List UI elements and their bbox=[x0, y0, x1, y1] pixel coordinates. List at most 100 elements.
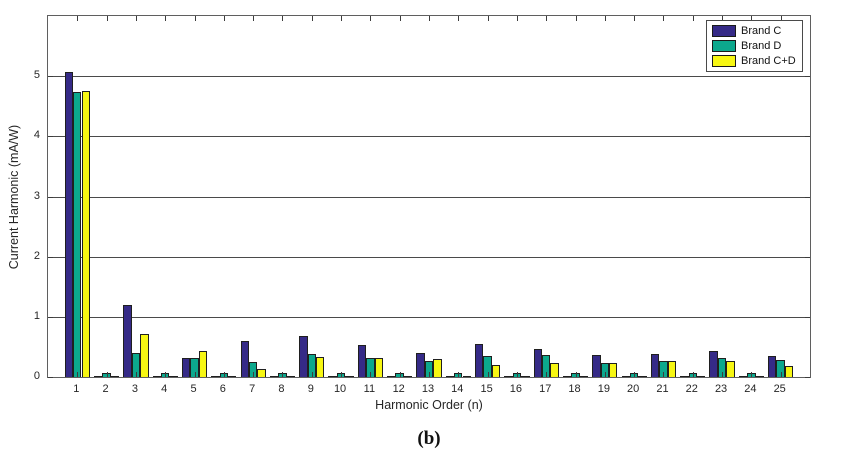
x-axis-tick bbox=[429, 16, 430, 21]
x-axis-tick bbox=[634, 16, 636, 21]
x-tick-label: 22 bbox=[685, 383, 698, 395]
y-tick-label: 2 bbox=[33, 249, 40, 262]
bar bbox=[307, 354, 316, 377]
y-axis-tick bbox=[805, 256, 810, 258]
x-axis-tick bbox=[604, 16, 606, 21]
bar bbox=[726, 360, 735, 377]
x-axis-tick bbox=[458, 16, 460, 21]
x-tick-label: 23 bbox=[714, 383, 728, 395]
x-tick-label: 9 bbox=[307, 383, 314, 395]
bar bbox=[181, 358, 191, 377]
x-axis-tick bbox=[663, 16, 665, 21]
x-axis-tick bbox=[253, 16, 255, 21]
bar bbox=[131, 352, 141, 377]
x-axis-tick bbox=[429, 372, 430, 377]
gridline bbox=[48, 256, 810, 258]
x-tick-label: 15 bbox=[480, 383, 493, 395]
y-axis-tick bbox=[805, 316, 810, 318]
y-axis-tick bbox=[805, 196, 810, 198]
x-tick-label: 7 bbox=[249, 383, 256, 395]
legend-label-brand-c: Brand C bbox=[741, 25, 782, 37]
bar bbox=[592, 355, 601, 377]
x-axis-tick bbox=[370, 16, 372, 21]
x-axis-tick bbox=[370, 372, 372, 377]
x-tick-label: 21 bbox=[656, 383, 669, 395]
y-tick-label: 5 bbox=[33, 69, 40, 82]
bar bbox=[659, 361, 668, 377]
bar bbox=[579, 375, 589, 377]
bar bbox=[550, 362, 559, 377]
x-axis-tick bbox=[546, 16, 548, 21]
x-tick-label: 18 bbox=[568, 383, 581, 395]
x-axis-tick bbox=[223, 372, 225, 377]
x-axis-tick bbox=[106, 372, 108, 377]
bar bbox=[717, 357, 727, 377]
y-tick-label: 3 bbox=[33, 189, 40, 202]
gridline bbox=[48, 196, 810, 198]
x-axis-tick bbox=[692, 16, 694, 21]
bar bbox=[64, 71, 74, 377]
x-tick-label: 1 bbox=[73, 383, 80, 395]
bar bbox=[562, 375, 572, 377]
bar bbox=[521, 375, 530, 377]
x-axis-tick bbox=[458, 372, 460, 377]
bar bbox=[433, 358, 442, 377]
x-tick-label: 24 bbox=[744, 383, 757, 395]
bar bbox=[403, 375, 413, 377]
bar bbox=[776, 359, 785, 377]
bar bbox=[424, 360, 434, 377]
x-tick-label: 12 bbox=[392, 383, 405, 395]
bar bbox=[638, 375, 647, 377]
gridline bbox=[48, 76, 810, 78]
x-tick-label: 3 bbox=[131, 383, 138, 395]
x-axis-tick bbox=[194, 372, 196, 377]
legend-item: Brand C+D bbox=[712, 55, 797, 67]
subfigure-caption: (b) bbox=[417, 428, 441, 449]
x-axis-tick bbox=[77, 372, 79, 377]
legend-label-brand-cd: Brand C+D bbox=[741, 55, 796, 67]
y-tick-label: 4 bbox=[33, 129, 40, 142]
bar bbox=[462, 375, 471, 377]
bar bbox=[609, 362, 618, 377]
x-axis-tick bbox=[253, 372, 255, 377]
y-axis-tick bbox=[48, 136, 53, 138]
y-axis-tick bbox=[48, 196, 53, 198]
bar bbox=[768, 355, 777, 377]
x-axis-tick bbox=[77, 16, 79, 21]
x-axis-tick bbox=[516, 372, 518, 377]
y-axis-tick bbox=[48, 377, 53, 378]
x-axis-tick bbox=[604, 372, 606, 377]
x-axis-tick bbox=[692, 372, 694, 377]
x-tick-label: 2 bbox=[102, 383, 109, 395]
bar bbox=[491, 364, 501, 377]
bar bbox=[512, 373, 522, 377]
x-axis-tick bbox=[223, 16, 225, 21]
x-axis-tick bbox=[516, 16, 518, 21]
x-tick-label: 10 bbox=[333, 383, 347, 395]
bar bbox=[445, 375, 455, 377]
x-axis-tick bbox=[399, 16, 401, 21]
legend-swatch-brand-d bbox=[712, 40, 736, 52]
gridline bbox=[48, 316, 810, 318]
bar bbox=[416, 352, 425, 377]
legend-label-brand-d: Brand D bbox=[741, 40, 782, 52]
bar bbox=[747, 372, 756, 377]
bar bbox=[257, 368, 266, 377]
bar bbox=[211, 375, 220, 377]
x-axis-tick bbox=[165, 372, 167, 377]
bar bbox=[169, 375, 178, 377]
y-axis-tick bbox=[48, 256, 53, 258]
bar bbox=[542, 354, 551, 377]
x-tick-label: 8 bbox=[278, 383, 285, 395]
y-tick-label: 0 bbox=[33, 370, 40, 382]
x-axis-tick bbox=[546, 372, 548, 377]
bar bbox=[81, 91, 90, 377]
bar bbox=[483, 355, 492, 377]
x-tick-label: 4 bbox=[161, 383, 168, 395]
bar bbox=[696, 375, 706, 377]
bar bbox=[248, 361, 258, 377]
bar bbox=[190, 357, 199, 377]
legend-swatch-brand-c bbox=[712, 25, 736, 37]
x-axis-tick bbox=[282, 16, 284, 21]
